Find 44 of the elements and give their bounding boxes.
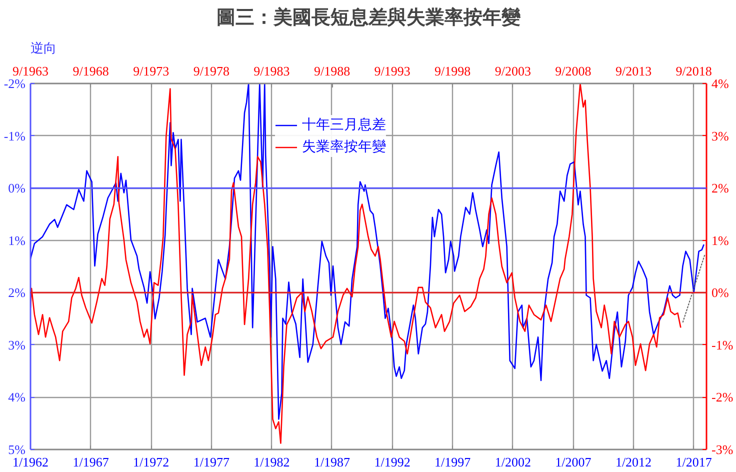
y2-tick-label: 2% <box>712 180 729 196</box>
y-tick-label: 4% <box>8 390 26 405</box>
y2-tick-label: 4% <box>712 76 729 91</box>
x2-tick-label: 9/1998 <box>434 64 471 78</box>
y2-tick-label: -3% <box>712 442 734 457</box>
x2-tick-label: 9/1963 <box>12 64 49 78</box>
y-tick-label: -2% <box>4 76 26 91</box>
x-tick-label: 1/1992 <box>374 454 410 470</box>
y-axis-title: 逆向 <box>30 40 56 56</box>
x2-tick-label: 9/1988 <box>314 64 350 78</box>
y-tick-label: 0% <box>8 180 26 196</box>
legend-label: 十年三月息差 <box>302 116 386 134</box>
x2-tick-label: 9/1973 <box>133 64 170 78</box>
legend-label: 失業率按年變 <box>302 138 386 156</box>
y-tick-label: 3% <box>8 337 26 352</box>
x-tick-label: 1/2012 <box>615 454 652 470</box>
y2-tick-label: -2% <box>712 390 734 405</box>
x-tick-label: 1/1987 <box>314 454 351 470</box>
x2-tick-label: 9/2018 <box>676 64 712 78</box>
y-tick-label: 1% <box>8 232 26 248</box>
x-tick-label: 1/2007 <box>555 454 592 470</box>
y2-tick-label: 1% <box>712 232 729 248</box>
x-tick-label: 1/2017 <box>676 454 712 470</box>
y-tick-label: -1% <box>4 128 26 144</box>
x2-tick-label: 9/2008 <box>555 64 592 78</box>
y2-tick-label: 3% <box>712 128 729 144</box>
y2-tick-label: -1% <box>712 337 734 352</box>
x-tick-label: 1/1967 <box>72 454 110 470</box>
y-tick-label: 5% <box>8 442 26 457</box>
y-tick-label: 2% <box>8 285 26 300</box>
x2-tick-label: 9/1968 <box>72 64 109 78</box>
x2-tick-label: 9/1993 <box>374 64 410 78</box>
x2-tick-label: 9/2003 <box>494 64 531 78</box>
x-tick-label: 1/1997 <box>434 454 472 470</box>
x-tick-label: 1/1972 <box>133 454 170 470</box>
x2-tick-label: 9/1978 <box>193 64 230 78</box>
x2-tick-label: 9/2013 <box>615 64 652 78</box>
x-tick-label: 1/1962 <box>12 454 49 470</box>
x-tick-label: 1/1977 <box>193 454 230 470</box>
y2-tick-label: 0% <box>712 285 729 300</box>
x-tick-label: 1/2002 <box>494 454 531 470</box>
chart-title: 圖三：美國長短息差與失業率按年變 <box>216 6 522 28</box>
x2-tick-label: 9/1983 <box>254 64 290 78</box>
x-tick-label: 1/1982 <box>254 454 290 470</box>
